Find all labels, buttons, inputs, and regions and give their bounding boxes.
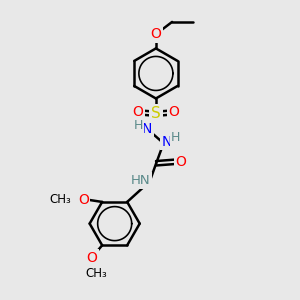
- Text: S: S: [151, 106, 161, 121]
- Text: CH₃: CH₃: [49, 193, 70, 206]
- Text: N: N: [142, 122, 152, 136]
- Text: N: N: [161, 135, 172, 149]
- Text: O: O: [151, 27, 161, 41]
- Text: H: H: [134, 119, 143, 132]
- Text: O: O: [78, 193, 89, 207]
- Text: H: H: [171, 131, 181, 144]
- Text: CH₃: CH₃: [85, 267, 107, 280]
- Text: O: O: [132, 105, 143, 119]
- Text: HN: HN: [131, 174, 151, 187]
- Text: O: O: [175, 155, 186, 169]
- Text: HN: HN: [130, 174, 150, 188]
- Text: O: O: [169, 105, 180, 119]
- Text: O: O: [86, 251, 97, 265]
